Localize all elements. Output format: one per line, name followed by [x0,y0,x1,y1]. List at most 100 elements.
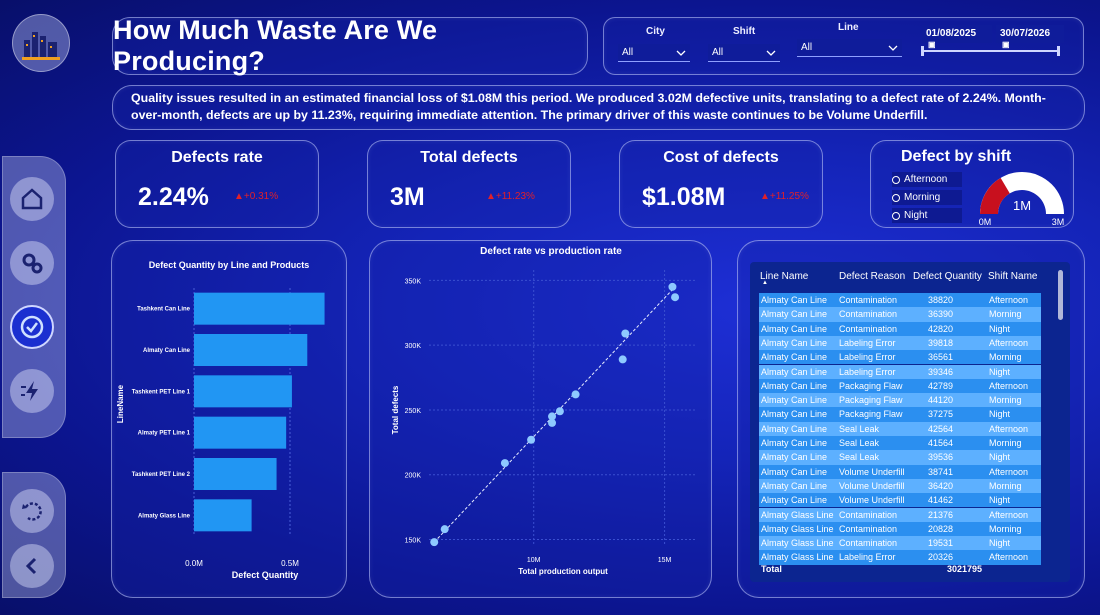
defect-reason-cell: Contamination [839,538,898,549]
table-row[interactable]: Almaty Glass Line Contamination 19531 Night [759,536,1041,551]
bar-mark[interactable] [194,416,287,449]
shift-name-cell: Night [989,538,1011,549]
column-header[interactable]: Defect Quantity [913,271,982,282]
shift-name-cell: Afternoon [989,295,1029,305]
quality-button[interactable] [10,305,54,349]
table-row[interactable]: Almaty Can Line Seal Leak 39536 Night [759,450,1041,465]
scatter-chart-title: Defect rate vs production rate [480,246,622,257]
shift-option-afternoon[interactable]: Afternoon [892,172,962,187]
reset-button[interactable] [10,489,54,533]
table-row[interactable]: Almaty Can Line Labeling Error 36561 Mornin… [759,350,1041,365]
shift-name-cell: Afternoon [989,423,1029,434]
defects-table[interactable]: Line Name Defect Reason Defect Quantity … [750,262,1070,582]
scatter-point[interactable] [668,282,677,291]
defect-reason-cell: Contamination [839,323,898,334]
scatter-chart-ylabel: Total defects [391,385,400,434]
shift-option-label: Night [904,210,928,221]
bar-mark[interactable] [194,375,292,408]
table-row[interactable]: Almaty Can Line Contamination 42820 Night [759,321,1041,336]
radio-icon [892,211,900,220]
table-row[interactable]: Almaty Glass Line Contamination 21376 After… [759,507,1041,522]
kpi-delta: ▲+11.23% [486,191,535,202]
date-slider-start-handle[interactable] [921,46,924,56]
date-slider-end-handle[interactable] [1057,46,1060,56]
scatter-point[interactable] [618,355,627,364]
shift-name-cell: Night [989,495,1011,506]
shift-option-night[interactable]: Night [892,208,962,223]
column-header[interactable]: Line Name [760,271,809,282]
line-filter-select[interactable]: All [797,39,902,57]
scatter-point[interactable] [440,525,449,534]
back-button[interactable] [10,544,54,588]
table-row[interactable]: Almaty Glass Line Labeling Error 20326 Afte… [759,550,1041,565]
shift-name-cell: Morning [989,480,1022,491]
bar-mark[interactable] [194,458,277,490]
defect-reason-cell: Contamination [839,309,898,320]
table-row[interactable]: Almaty Can Line Contamination 36390 Morning [759,307,1041,322]
settings-button[interactable] [10,241,54,285]
shift-filter-value: All [712,47,724,58]
chevron-down-icon [766,50,776,56]
defect-quantity-cell: 36561 [928,352,954,363]
date-start-input[interactable]: 01/08/2025 ▣ [922,25,992,49]
line-name-cell: Almaty Can Line [761,323,828,334]
column-header[interactable]: Shift Name [988,271,1038,282]
gauge-value: 1M [1013,198,1031,213]
scatter-point[interactable] [555,407,564,416]
shift-filter-select[interactable]: All [708,44,780,62]
shift-name-cell: Night [989,323,1011,334]
table-row[interactable]: Almaty Can Line Seal Leak 41564 Morning [759,436,1041,451]
scatter-chart-xlabel: Total production output [518,567,608,576]
city-filter-select[interactable]: All [618,44,690,62]
scatter-point[interactable] [548,418,557,427]
shift-option-morning[interactable]: Morning [892,190,962,205]
table-row[interactable]: Almaty Can Line Seal Leak 42564 Afternoon [759,421,1041,436]
date-range-slider[interactable] [922,50,1059,52]
scatter-point[interactable] [430,538,439,547]
defect-quantity-cell: 20828 [928,523,954,534]
bar-chart-xlabel: Defect Quantity [232,570,299,580]
calendar-icon: ▣ [928,40,936,49]
bar-mark[interactable] [194,292,325,325]
table-row[interactable]: Almaty Can Line Labeling Error 39818 Aftern… [759,335,1041,351]
shift-filter-label: Shift [733,26,756,37]
line-name-cell: Almaty Can Line [761,337,828,348]
table-row[interactable]: Almaty Can Line Labeling Error 39346 Night [759,364,1041,379]
scatter-point[interactable] [671,293,680,302]
table-row[interactable]: Almaty Glass Line Contamination 20828 Morni… [759,521,1041,537]
table-row[interactable]: Almaty Can Line Packaging Flaw 37275 Night [759,407,1041,422]
shift-name-cell: Afternoon [989,380,1029,391]
line-name-cell: Almaty Can Line [761,295,828,305]
table-row[interactable]: Almaty Can Line Volume Underfill 41462 Nigh… [759,493,1041,508]
line-name-cell: Almaty Can Line [761,452,828,463]
bar-chart-ylabel: LineName [116,384,125,423]
home-button[interactable] [10,177,54,221]
bar-mark[interactable] [194,499,252,532]
table-row[interactable]: Almaty Can Line Packaging Flaw 42789 Aftern… [759,378,1041,394]
sort-ascending-icon: ▲ [762,280,768,286]
summary-text: Quality issues resulted in an estimated … [131,91,1046,122]
bar-mark[interactable] [194,334,308,366]
shift-name-cell: Night [989,366,1011,377]
table-row[interactable]: Almaty Can Line Packaging Flaw 44120 Mornin… [759,393,1041,408]
scatter-point[interactable] [571,390,580,399]
bar-x-tick: 0.0M [185,559,203,568]
scatter-point[interactable] [621,329,630,338]
scatter-point[interactable] [500,459,509,468]
date-end-input[interactable]: 30/07/2026 ▣ [996,25,1064,49]
table-row[interactable]: Almaty Can Line Volume Underfill 38741 Afte… [759,464,1041,479]
energy-button[interactable] [10,369,54,413]
defect-reason-cell: Contamination [839,509,898,520]
scatter-point[interactable] [548,412,557,421]
shift-name-cell: Morning [989,523,1022,534]
column-header[interactable]: Defect Reason [839,271,906,282]
table-row[interactable]: Almaty Can Line Contamination 38820 Afterno… [759,293,1041,308]
table-scrollbar[interactable] [1058,270,1063,320]
defect-reason-cell: Labeling Error [839,552,896,563]
scatter-point[interactable] [527,435,536,444]
scatter-y-tick: 300K [405,343,422,350]
line-name-cell: Almaty Can Line [761,480,828,491]
defect-quantity-cell: 42789 [928,380,954,391]
line-name-cell: Almaty Glass Line [761,509,834,520]
table-row[interactable]: Almaty Can Line Volume Underfill 36420 Morn… [759,478,1041,494]
